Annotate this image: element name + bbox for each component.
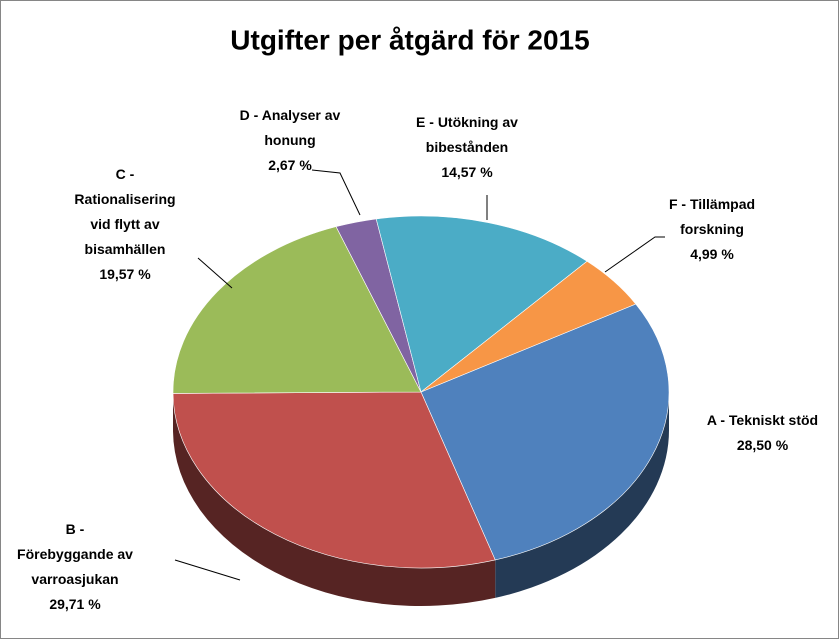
pie	[172, 215, 670, 606]
slice	[172, 391, 496, 569]
leader-line	[197, 257, 233, 289]
slice	[172, 226, 422, 394]
category-label: D - Analyser av honung	[239, 107, 341, 148]
data-label: B - Förebyggande av varroasjukan 29,71 %	[5, 517, 145, 617]
chart-title: Utgifter per åtgärd för 2015	[230, 24, 589, 55]
slice	[375, 215, 588, 393]
category-label: A - Tekniskt stöd	[706, 412, 819, 428]
slice	[420, 260, 637, 393]
category-label: E - Utökning av bibestånden	[416, 114, 518, 155]
leader-lines	[174, 169, 665, 581]
data-label: A - Tekniskt stöd 28,50 %	[675, 408, 839, 458]
leader-line	[311, 169, 361, 216]
category-label: B - Förebyggande av varroasjukan	[17, 521, 133, 587]
value-label: 29,71 %	[49, 596, 101, 612]
value-label: 28,50 %	[736, 437, 789, 453]
slice	[420, 303, 670, 561]
category-label: F - Tillämpad forskning	[668, 196, 756, 237]
value-label: 2,67 %	[268, 157, 312, 173]
slice-side	[495, 392, 669, 598]
data-label: F - Tillämpad forskning 4,99 %	[647, 192, 777, 267]
value-label: 4,99 %	[690, 246, 734, 262]
data-label: C - Rationalisering vid flytt av bisamhä…	[50, 162, 200, 287]
data-label: E - Utökning av bibestånden 14,57 %	[397, 110, 537, 185]
category-label: C - Rationalisering vid flytt av bisamhä…	[74, 166, 176, 257]
leader-line	[604, 236, 665, 273]
leader-line	[174, 559, 241, 581]
data-label: D - Analyser av honung 2,67 %	[215, 103, 365, 178]
value-label: 19,57 %	[99, 266, 151, 282]
slice-side	[173, 393, 496, 606]
value-label: 14,57 %	[441, 164, 493, 180]
